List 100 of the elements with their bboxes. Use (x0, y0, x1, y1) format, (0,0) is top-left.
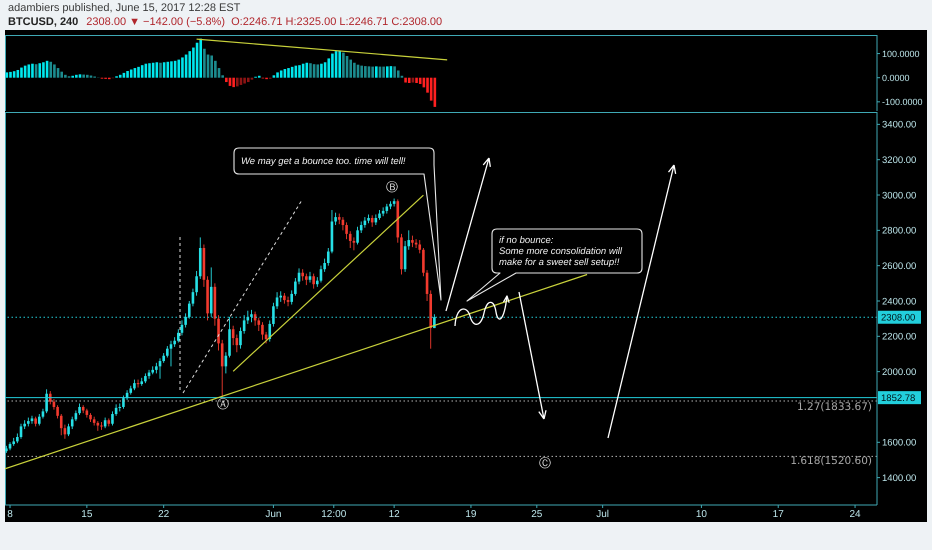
bar (78, 74, 82, 78)
bar (9, 72, 12, 78)
x-tick-label: 22 (158, 509, 170, 520)
ref-line-label: 1852.78 (881, 393, 916, 404)
x-tick-label: 19 (465, 509, 477, 520)
bar (302, 64, 304, 78)
bar (382, 66, 385, 78)
candlestick (407, 230, 410, 250)
x-tick-label: 15 (81, 509, 93, 520)
x-tick-label: 8 (7, 509, 14, 520)
y-tick-label: 0.0000 (882, 72, 910, 83)
y-tick-label: 1400.00 (882, 472, 916, 484)
bar (412, 78, 414, 83)
candlestick (422, 248, 425, 277)
bar (12, 71, 16, 78)
bar (34, 64, 38, 78)
candlestick (170, 340, 172, 367)
candlestick (342, 216, 344, 231)
y-tick-label: 2800.00 (882, 226, 916, 237)
candlestick (276, 292, 278, 310)
bar (130, 70, 133, 78)
candlestick (67, 423, 70, 437)
annotation: if no bounce: Some more consolidation will make for a sweet sell setup!! (499, 235, 623, 268)
candlestick (70, 416, 74, 430)
candlestick (104, 417, 106, 429)
bar (243, 78, 246, 84)
bar (415, 78, 418, 84)
bar (284, 69, 286, 78)
bar (148, 63, 151, 78)
text: adambiers published, June 15, 2017 12:28 EST (8, 2, 240, 14)
bar (240, 78, 242, 85)
candlestick (426, 270, 428, 302)
bar (349, 60, 352, 78)
bar (236, 78, 239, 86)
bar (156, 62, 158, 78)
bar (280, 70, 282, 78)
candlestick (356, 226, 359, 245)
candlestick (133, 379, 136, 391)
annotation: Ⓑ (386, 180, 398, 194)
candlestick (334, 212, 337, 226)
bar (6, 72, 8, 78)
chart-subtitle: 2308.00 ▼ −142.00 (−5.8%) O:2246.71 H:2325.00 L:2246.71 C:2308.00 (86, 16, 442, 28)
bar (152, 62, 154, 78)
bar (342, 52, 345, 78)
candlestick (264, 331, 268, 344)
bar (334, 51, 338, 78)
bar (393, 66, 396, 78)
candlestick (305, 273, 308, 286)
annotation: 1.618(1520.60) (790, 455, 872, 467)
candlestick (34, 416, 37, 427)
bar (166, 62, 170, 78)
candlestick (254, 311, 256, 326)
bar (174, 60, 176, 78)
candlestick (272, 302, 275, 328)
candlestick (301, 268, 304, 282)
bar (290, 66, 294, 78)
bar (56, 68, 60, 78)
x-tick-label: Jul (596, 509, 610, 520)
candlestick (74, 410, 78, 422)
y-tick-label: 1600.00 (882, 438, 916, 449)
bar (203, 48, 206, 78)
candlestick (283, 292, 286, 304)
bar (353, 62, 356, 78)
candlestick (56, 404, 59, 419)
y-tick-label: 3400.00 (882, 120, 916, 131)
candlestick (20, 423, 22, 440)
bar (309, 63, 312, 78)
bar (53, 64, 56, 78)
x-tick-label: 17 (772, 509, 784, 520)
bar (188, 51, 192, 78)
bar (404, 78, 407, 83)
bar (20, 68, 23, 78)
bar (126, 70, 129, 78)
candlestick (418, 240, 422, 254)
bar (228, 78, 232, 86)
annotation: We may get a bounce too. time will tell! (241, 156, 406, 167)
annotation: 1.27(1833.67) (797, 401, 872, 413)
candlestick (188, 300, 191, 320)
bar (82, 74, 85, 78)
bar (42, 62, 45, 78)
bar (196, 42, 198, 78)
bar (16, 70, 20, 78)
bar (210, 56, 213, 78)
bar (386, 66, 389, 78)
candlestick (261, 322, 264, 340)
bar (134, 68, 136, 78)
candlestick (162, 352, 165, 364)
candlestick (144, 372, 147, 384)
bar (140, 65, 144, 78)
candlestick (250, 309, 253, 323)
y-tick-label: 2000.00 (882, 367, 916, 378)
bar (177, 60, 180, 78)
bar (324, 62, 326, 78)
candlestick (348, 230, 352, 248)
bar (378, 66, 382, 78)
candlestick (45, 388, 48, 414)
bar (162, 62, 166, 78)
bar (434, 78, 436, 107)
y-tick-label: 3200.00 (882, 155, 916, 166)
candlestick (232, 325, 234, 346)
